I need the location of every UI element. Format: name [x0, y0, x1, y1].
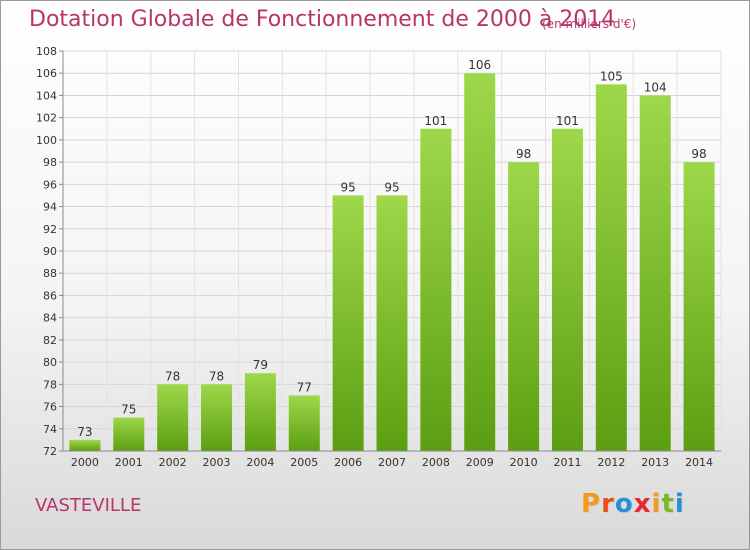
bar-2013: [639, 95, 671, 451]
bar-2005: [288, 395, 320, 451]
logo-letter: i: [651, 489, 662, 519]
x-tick-label: 2001: [115, 456, 143, 469]
y-tick-label: 90: [43, 245, 57, 258]
x-tick-label: 2010: [510, 456, 538, 469]
x-tick-label: 2007: [378, 456, 406, 469]
bar-2012: [595, 84, 627, 451]
x-tick-label: 2005: [290, 456, 318, 469]
data-label: 77: [297, 380, 312, 394]
chart-subtitle: (en milliers d'€): [542, 17, 637, 31]
x-tick-label: 2009: [466, 456, 494, 469]
x-tick-label: 2004: [246, 456, 274, 469]
y-tick-label: 82: [43, 334, 57, 347]
y-tick-label: 92: [43, 223, 57, 236]
bar-2008: [420, 128, 452, 451]
x-tick-label: 2003: [203, 456, 231, 469]
bar-2014: [683, 162, 715, 451]
bar-2007: [376, 195, 408, 451]
data-label: 98: [691, 147, 706, 161]
y-tick-label: 108: [36, 45, 57, 58]
data-label: 79: [253, 358, 268, 372]
y-tick-label: 94: [43, 201, 57, 214]
y-tick-label: 96: [43, 178, 57, 191]
data-label: 104: [644, 80, 667, 94]
bar-2004: [244, 373, 276, 451]
y-tick-label: 78: [43, 378, 57, 391]
logo-letter: r: [601, 489, 615, 519]
x-tick-label: 2014: [685, 456, 713, 469]
y-tick-label: 86: [43, 289, 57, 302]
bar-2006: [332, 195, 364, 451]
x-tick-label: 2012: [597, 456, 625, 469]
data-label: 101: [556, 114, 579, 128]
y-tick-label: 106: [36, 67, 57, 80]
data-label: 95: [384, 180, 399, 194]
y-tick-label: 76: [43, 401, 57, 414]
data-label: 95: [340, 180, 355, 194]
data-label: 106: [468, 58, 491, 72]
bar-2003: [201, 384, 233, 451]
y-tick-label: 104: [36, 89, 57, 102]
bar-2001: [113, 417, 145, 451]
bar-2011: [551, 128, 583, 451]
y-tick-label: 88: [43, 267, 57, 280]
x-tick-label: 2000: [71, 456, 99, 469]
y-tick-label: 74: [43, 423, 57, 436]
y-tick-label: 98: [43, 156, 57, 169]
data-label: 98: [516, 147, 531, 161]
y-tick-label: 72: [43, 445, 57, 458]
logo-letter: P: [581, 489, 602, 519]
x-tick-label: 2006: [334, 456, 362, 469]
bar-2010: [508, 162, 540, 451]
bar-2000: [69, 439, 101, 451]
data-label: 78: [165, 369, 180, 383]
logo-letter: i: [674, 489, 685, 519]
y-tick-label: 84: [43, 312, 57, 325]
logo-letter: t: [661, 489, 675, 519]
x-tick-label: 2002: [159, 456, 187, 469]
x-tick-label: 2013: [641, 456, 669, 469]
y-tick-label: 100: [36, 134, 57, 147]
x-tick-label: 2008: [422, 456, 450, 469]
bar-2002: [157, 384, 189, 451]
bars: 73 75 78 78 79 77 95 95 101 106 98 101 105 104 98: [69, 58, 715, 451]
proxiti-logo[interactable]: Proxiti: [581, 489, 685, 519]
data-label: 101: [424, 114, 447, 128]
y-tick-label: 102: [36, 112, 57, 125]
y-tick-label: 80: [43, 356, 57, 369]
chart-title: Dotation Globale de Fonctionnement de 20…: [29, 7, 616, 32]
data-label: 105: [600, 69, 623, 83]
x-tick-label: 2011: [553, 456, 581, 469]
logo-letter: x: [633, 489, 652, 519]
bar-2009: [464, 73, 496, 451]
data-label: 75: [121, 403, 136, 417]
data-label: 78: [209, 369, 224, 383]
axes: 72 74 76 78 80 82 84 86 88 90 92 94 96 98 100 102 104 106…: [36, 45, 721, 469]
town-name: VASTEVILLE: [35, 495, 142, 516]
data-label: 73: [77, 425, 92, 439]
logo-letter: o: [614, 489, 634, 519]
